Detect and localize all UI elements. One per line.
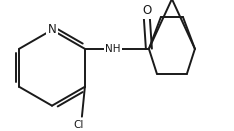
Text: N: N: [48, 23, 56, 36]
Text: O: O: [142, 4, 152, 17]
Text: Cl: Cl: [74, 120, 84, 130]
Text: NH: NH: [105, 44, 121, 54]
